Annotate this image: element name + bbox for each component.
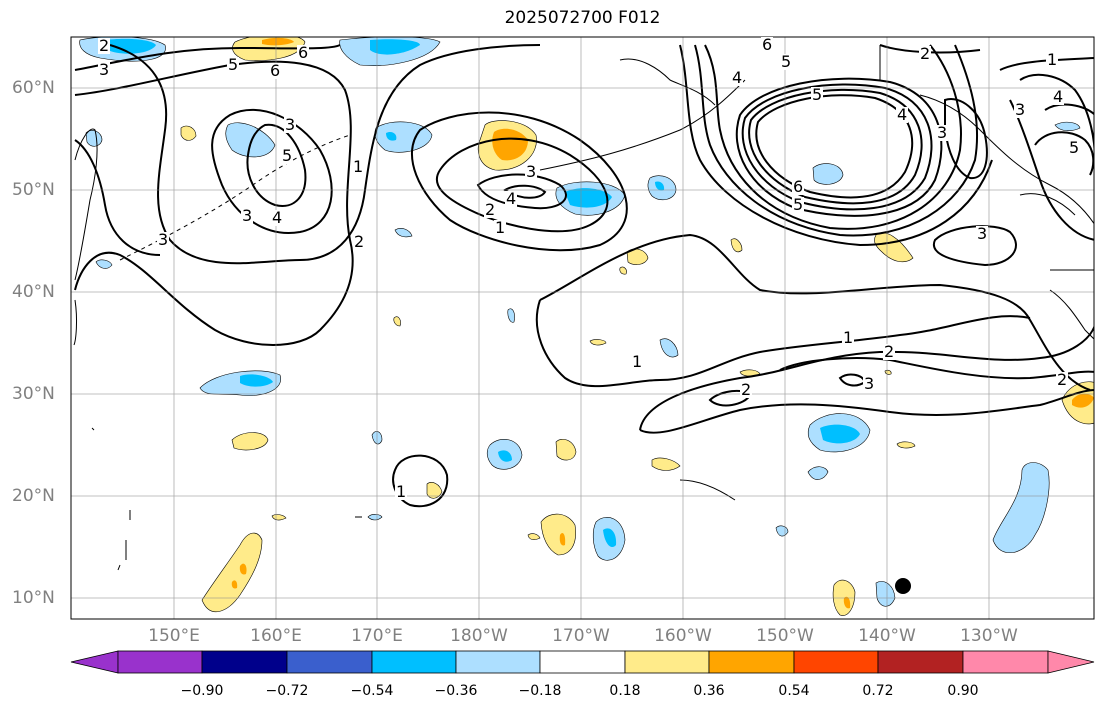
- lon-label-160w: 160°W: [654, 626, 712, 646]
- contour-label: 5: [227, 55, 240, 74]
- colorbar-tick: 0.72: [862, 683, 894, 699]
- colorbar-tick: −0.72: [265, 683, 309, 699]
- contour-label: 3: [863, 374, 876, 393]
- colorbar-tick: −0.90: [180, 683, 224, 699]
- contour-label: 2: [1056, 370, 1069, 389]
- strong-positive-shading: [231, 37, 1094, 609]
- contour-label: 4: [896, 105, 909, 124]
- contour-label: 4: [1052, 87, 1065, 106]
- lon-label-140w: 140°W: [858, 626, 916, 646]
- map-frame: [70, 36, 1095, 620]
- contour-label: 3: [525, 162, 538, 181]
- lat-label-20n: 20°N: [12, 486, 55, 506]
- contour-label: 6: [792, 177, 805, 196]
- contour-label: 6: [297, 43, 310, 62]
- colorbar-upper-extension: [1047, 650, 1095, 674]
- contour-label: 4: [731, 68, 744, 87]
- contour-label: 1: [494, 218, 507, 237]
- contour-label: 5: [792, 195, 805, 214]
- lat-label-60n: 60°N: [12, 78, 55, 98]
- contour-label: 2: [919, 44, 932, 63]
- lat-label-10n: 10°N: [12, 588, 55, 608]
- contour-label: 2: [98, 36, 111, 55]
- colorbar-lower-extension: [70, 650, 119, 674]
- strong-negative-shading: [105, 38, 860, 548]
- contour-label: 2: [740, 380, 753, 399]
- contour-label: 3: [1014, 100, 1027, 119]
- colorbar-tick: 0.54: [778, 683, 810, 699]
- contour-label: 2: [353, 232, 366, 251]
- lat-label-50n: 50°N: [12, 180, 55, 200]
- contour-label: 1: [1046, 50, 1059, 69]
- contour-label: 1: [631, 352, 644, 371]
- contour-label: 3: [157, 230, 170, 249]
- contour-label: 3: [936, 123, 949, 142]
- contour-label: 1: [352, 157, 365, 176]
- contour-label: 4: [271, 208, 284, 227]
- lat-label-40n: 40°N: [12, 282, 55, 302]
- contour-label: 2: [883, 342, 896, 361]
- lat-label-30n: 30°N: [12, 384, 55, 404]
- contour-label: 2: [484, 200, 497, 219]
- lon-label-150e: 150°E: [148, 626, 200, 646]
- lon-label-160e: 160°E: [250, 626, 302, 646]
- colorbar-tick: −0.54: [350, 683, 394, 699]
- colorbar: [70, 650, 1095, 674]
- contour-label: 1: [395, 482, 408, 501]
- contour-label: 6: [269, 61, 282, 80]
- colorbar-tick: 0.90: [947, 683, 979, 699]
- colorbar-tick: −0.36: [434, 683, 478, 699]
- map-title: 2025072700 F012: [504, 8, 661, 28]
- location-marker: [895, 578, 911, 594]
- coastlines: [73, 45, 1094, 571]
- colorbar-tick: −0.18: [518, 683, 562, 699]
- gridlines: [71, 37, 1094, 619]
- lon-label-170e: 170°E: [351, 626, 403, 646]
- contour-lines: [74, 44, 1094, 508]
- contour-label: 5: [811, 85, 824, 104]
- contour-label: 6: [761, 35, 774, 54]
- lon-label-150w: 150°W: [756, 626, 814, 646]
- contour-label: 4: [505, 189, 518, 208]
- lon-label-170w: 170°W: [552, 626, 610, 646]
- contour-label: 1: [842, 328, 855, 347]
- contour-label: 3: [284, 115, 297, 134]
- positive-shading: [180, 37, 1094, 616]
- lon-label-130w: 130°W: [960, 626, 1018, 646]
- contour-label: 5: [780, 52, 793, 71]
- colorbar-tick: 0.18: [609, 683, 641, 699]
- contour-label: 5: [281, 146, 294, 165]
- contour-label: 3: [241, 206, 254, 225]
- contour-label: 5: [1068, 138, 1081, 157]
- contour-label: 3: [976, 224, 989, 243]
- contour-label: 3: [98, 60, 111, 79]
- negative-shading: [79, 37, 1081, 607]
- lon-label-180w: 180°W: [450, 626, 508, 646]
- colorbar-tick: 0.36: [693, 683, 725, 699]
